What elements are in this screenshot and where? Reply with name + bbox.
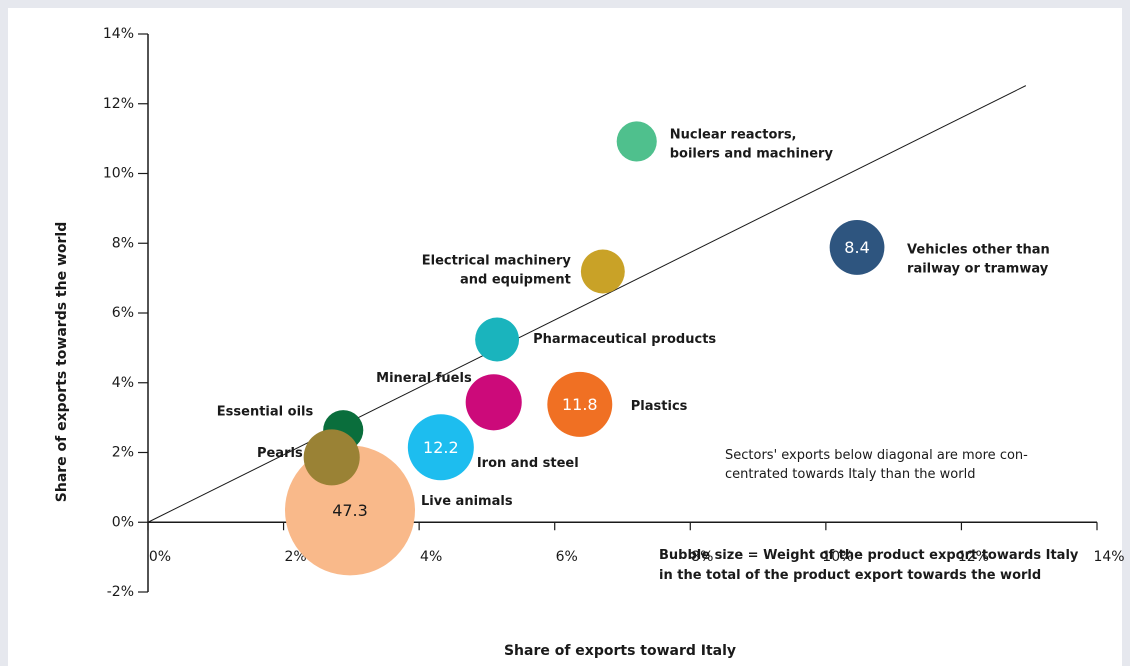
bubble-label: Live animals xyxy=(421,494,513,509)
bubble xyxy=(407,414,474,481)
y-tick-label: 0% xyxy=(112,514,134,530)
bubble xyxy=(465,374,522,431)
y-tick-label: 6% xyxy=(112,305,134,321)
x-tick-label: 0% xyxy=(149,549,171,565)
bubble xyxy=(829,220,885,275)
x-tick-label: 4% xyxy=(420,549,442,565)
y-tick-label: 4% xyxy=(112,375,134,391)
bubble-label: Mineral fuels xyxy=(376,371,472,386)
y-tick-label: -2% xyxy=(107,584,134,600)
bubble xyxy=(303,429,360,486)
y-tick-label: 2% xyxy=(112,445,134,461)
bubble-label: Iron and steel xyxy=(477,456,579,471)
bubble-label: Pearls xyxy=(257,446,303,461)
diagonal xyxy=(147,85,1027,523)
x-tick-label: 6% xyxy=(556,549,578,565)
bubble-size-label: 12.2 xyxy=(423,438,459,457)
x-axis-label: Share of exports toward Italy xyxy=(504,643,736,659)
y-tick-label: 12% xyxy=(103,96,134,112)
annotation: Sectors' exports below diagonal are more… xyxy=(725,448,1028,482)
x-tick-label: 8% xyxy=(691,549,713,565)
bubble-label: Vehicles other than railway or tramway xyxy=(907,242,1050,276)
bubble-size-label: 11.8 xyxy=(562,395,598,414)
bubble-label: Nuclear reactors, boilers and machinery xyxy=(670,127,834,161)
bubble-size-label: 47.3 xyxy=(332,501,368,520)
bubble-size-label: 8.4 xyxy=(844,238,869,257)
bubble-label: Plastics xyxy=(631,399,688,414)
bubble xyxy=(475,317,520,362)
bubble xyxy=(580,249,625,294)
y-axis-label: Share of exports towards the world xyxy=(54,222,70,502)
bubble-label: Essential oils xyxy=(217,405,314,420)
x-tick-label: 10% xyxy=(822,549,853,565)
y-tick-label: 14% xyxy=(103,26,134,42)
bubble-label: Electrical machinery and equipment xyxy=(422,253,572,287)
x-tick-label: 12% xyxy=(958,549,989,565)
bubble-label: Pharmaceutical products xyxy=(533,332,716,347)
y-tick-label: 8% xyxy=(112,235,134,251)
x-tick-label: 14% xyxy=(1093,549,1124,565)
bubble xyxy=(547,371,613,437)
annotation: Bubble size = Weight of the product expo… xyxy=(659,548,1079,583)
bubble xyxy=(616,121,657,162)
y-tick-label: 10% xyxy=(103,166,134,182)
panel xyxy=(8,8,1122,666)
